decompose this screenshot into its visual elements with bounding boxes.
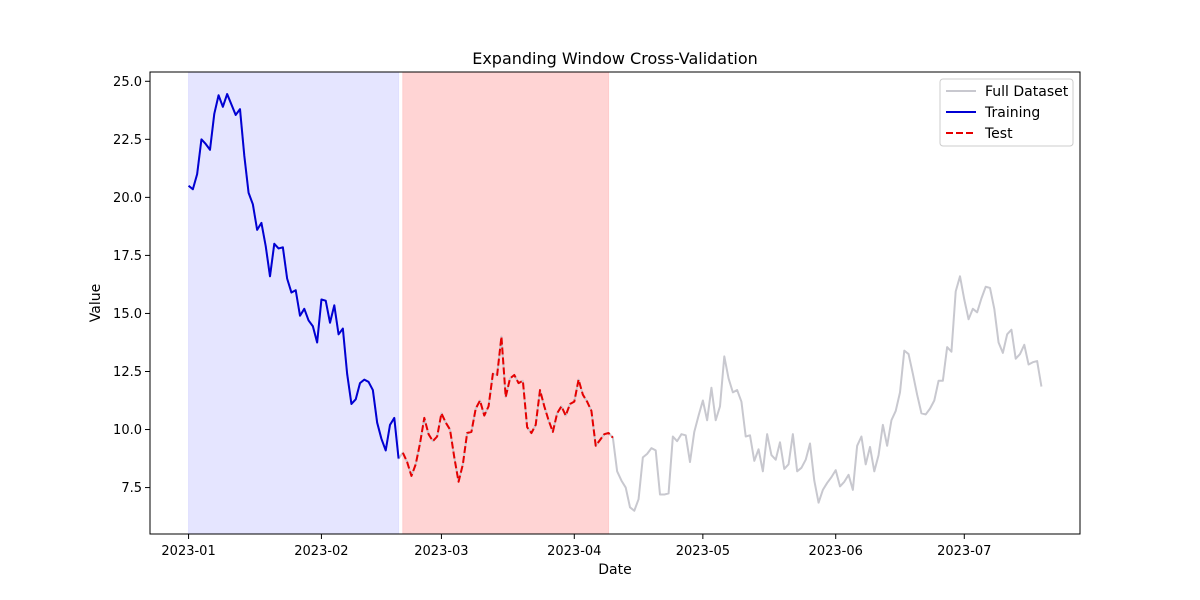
- y-axis: 7.5 10.0 12.5 15.0 17.5 20.0 22.5 25.0: [113, 75, 150, 496]
- plot-frame: [149, 71, 1081, 535]
- series-layer: [187, 93, 1043, 512]
- y-tick-label: 12.5: [113, 365, 142, 380]
- series-line-training: [187, 93, 400, 459]
- x-tick-label: 2023-07: [937, 544, 991, 559]
- legend-label-training: Training: [984, 105, 1040, 121]
- x-tick-label: 2023-02: [294, 544, 348, 559]
- chart-title: Expanding Window Cross-Validation: [472, 49, 758, 68]
- x-axis: 2023-01 2023-02 2023-03 2023-04 2023-05 2023-…: [161, 534, 991, 559]
- legend-frame: [939, 78, 1074, 147]
- spans-layer: [188, 71, 610, 535]
- y-tick-label: 15.0: [113, 307, 142, 322]
- x-tick-label: 2023-06: [809, 544, 863, 559]
- test-span: [402, 71, 610, 535]
- y-tick-label: 7.5: [121, 481, 142, 496]
- y-tick-label: 25.0: [113, 75, 142, 90]
- y-tick-label: 17.5: [113, 249, 142, 264]
- y-axis-label: Value: [88, 284, 104, 322]
- x-tick-label: 2023-04: [547, 544, 601, 559]
- training-span: [188, 71, 400, 535]
- x-tick-label: 2023-03: [414, 544, 468, 559]
- y-tick-label: 22.5: [113, 133, 142, 148]
- legend-label-full-dataset: Full Dataset: [985, 84, 1069, 100]
- series-line-test: [401, 335, 614, 483]
- x-tick-label: 2023-05: [676, 544, 730, 559]
- legend: Full Dataset Training Test: [939, 78, 1074, 147]
- x-tick-label: 2023-01: [161, 544, 215, 559]
- x-axis-label: Date: [598, 562, 631, 578]
- y-tick-label: 10.0: [113, 423, 142, 438]
- legend-label-test: Test: [984, 126, 1013, 142]
- y-tick-label: 20.0: [113, 191, 142, 206]
